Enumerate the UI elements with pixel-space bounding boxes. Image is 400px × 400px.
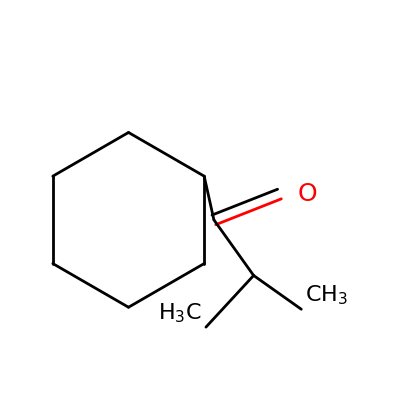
Text: $\mathrm{CH_3}$: $\mathrm{CH_3}$: [305, 284, 348, 307]
Text: $\mathrm{O}$: $\mathrm{O}$: [297, 182, 318, 206]
Text: $\mathrm{H_3C}$: $\mathrm{H_3C}$: [158, 302, 202, 325]
